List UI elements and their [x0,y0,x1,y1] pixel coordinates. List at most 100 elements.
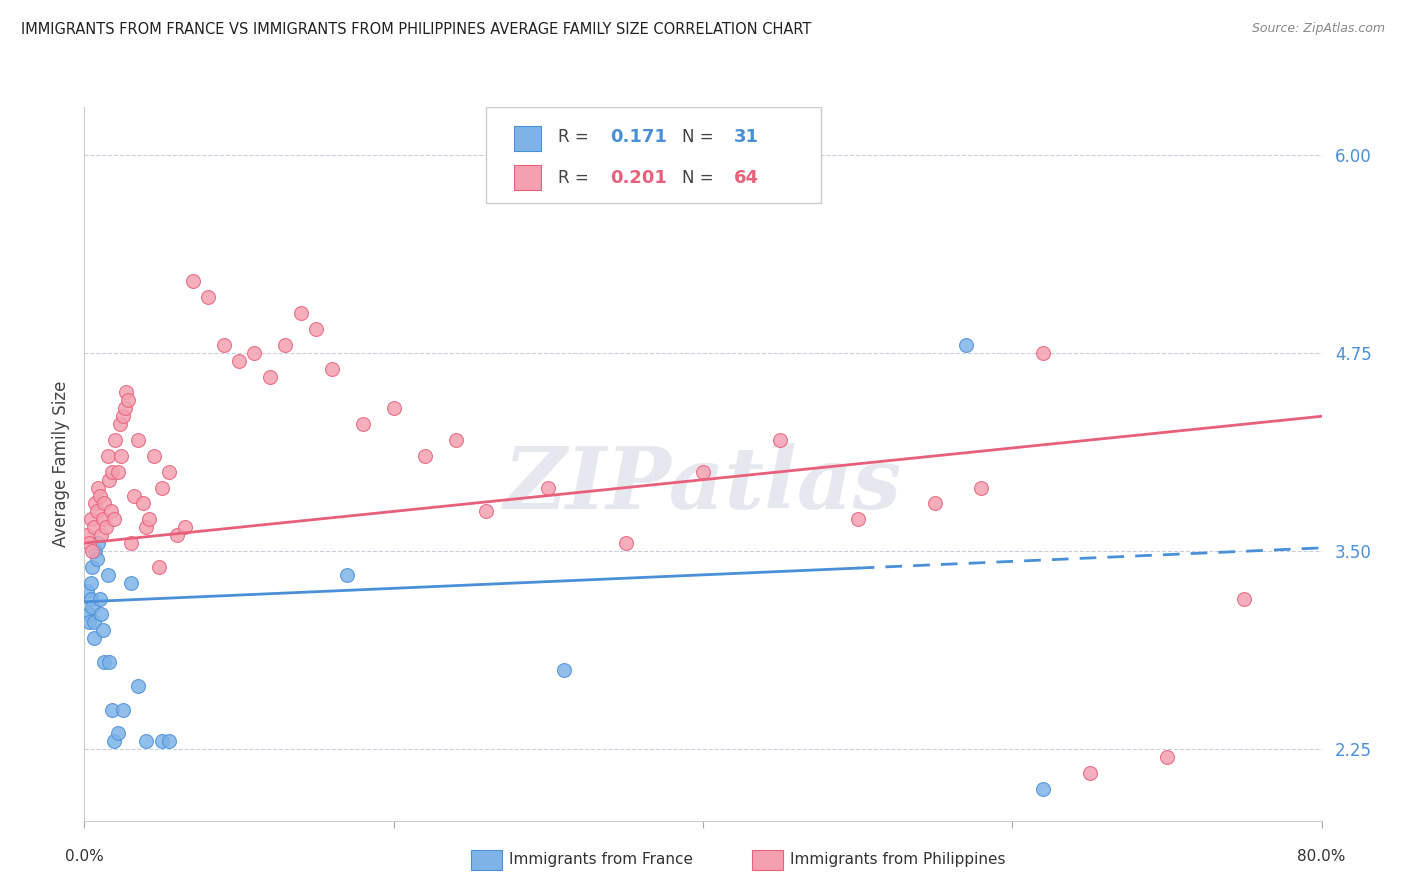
Point [83,520,105,534]
Point [82,544,104,558]
Point [93,496,115,510]
Point [103,512,125,526]
Point [77,615,100,630]
Point [86,504,108,518]
Point [148,560,170,574]
Text: IMMIGRANTS FROM FRANCE VS IMMIGRANTS FROM PHILIPPINES AVERAGE FAMILY SIZE CORREL: IMMIGRANTS FROM FRANCE VS IMMIGRANTS FRO… [21,22,811,37]
Point [128,433,150,447]
Point [537,481,560,495]
Point [91,512,114,526]
Point [77,607,100,622]
Text: Immigrants from Philippines: Immigrants from Philippines [790,853,1005,867]
Point [97,449,120,463]
Point [112,703,135,717]
Point [769,433,792,447]
FancyBboxPatch shape [513,126,541,151]
Point [444,433,467,447]
Point [212,338,235,352]
Point [76,583,98,598]
Point [100,504,122,518]
Text: 0.201: 0.201 [610,169,666,187]
Point [89,591,111,606]
Point [86,552,108,566]
Point [83,632,105,646]
Point [1233,591,1256,606]
Point [101,703,124,717]
Point [112,409,135,424]
Point [117,393,139,408]
Point [93,655,115,669]
Point [128,679,150,693]
Point [122,489,145,503]
Point [166,528,188,542]
Point [228,353,250,368]
Point [91,624,114,638]
Point [135,520,157,534]
Point [143,449,166,463]
Point [243,346,266,360]
Point [259,369,281,384]
Point [84,544,107,558]
Text: Source: ZipAtlas.com: Source: ZipAtlas.com [1251,22,1385,36]
Point [76,528,98,542]
Point [924,496,946,510]
Text: ZIPatlas: ZIPatlas [503,443,903,527]
Point [79,512,101,526]
Point [1032,346,1054,360]
Point [115,385,138,400]
Point [79,591,101,606]
Point [274,338,297,352]
Point [90,528,112,542]
Point [150,734,173,748]
Point [77,536,100,550]
Point [108,417,131,432]
Point [110,449,132,463]
Point [114,401,136,416]
Text: N =: N = [682,128,718,146]
Point [413,449,436,463]
Point [614,536,637,550]
Point [475,504,498,518]
Point [98,655,121,669]
Text: 0.171: 0.171 [610,128,666,146]
FancyBboxPatch shape [486,107,821,203]
Point [955,338,977,352]
Point [120,575,142,590]
Point [107,726,129,740]
Point [82,560,104,574]
Point [87,536,110,550]
Point [104,433,127,447]
Point [89,489,111,503]
Text: 0.0%: 0.0% [65,849,104,864]
Point [132,496,155,510]
Y-axis label: Average Family Size: Average Family Size [52,381,70,547]
Point [290,306,312,320]
Point [101,465,124,479]
Point [553,663,575,677]
Point [150,481,173,495]
Point [846,512,869,526]
Point [107,465,129,479]
Point [321,361,343,376]
Point [970,481,993,495]
Point [79,575,101,590]
Point [94,520,117,534]
Point [98,473,121,487]
Point [336,567,359,582]
FancyBboxPatch shape [513,164,541,190]
Point [97,567,120,582]
Point [135,734,157,748]
Point [352,417,374,432]
Point [103,734,125,748]
Point [1156,750,1178,764]
Text: R =: R = [558,128,595,146]
Point [181,275,204,289]
Point [305,322,328,336]
Point [159,734,181,748]
Point [120,536,142,550]
Point [174,520,197,534]
Point [83,615,105,630]
Text: 31: 31 [734,128,759,146]
Point [138,512,160,526]
Point [197,290,219,304]
